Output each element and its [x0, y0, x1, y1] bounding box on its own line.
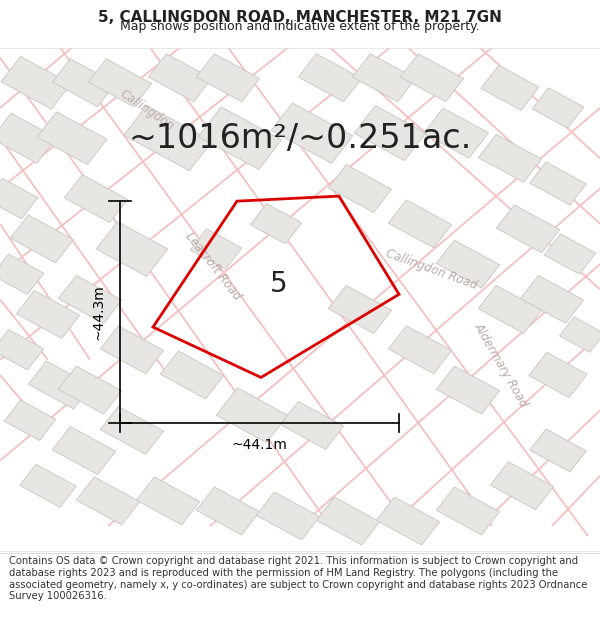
Polygon shape: [352, 54, 416, 102]
Polygon shape: [436, 240, 500, 288]
Polygon shape: [16, 291, 80, 339]
Polygon shape: [560, 317, 600, 352]
Polygon shape: [196, 54, 260, 102]
Polygon shape: [124, 106, 212, 171]
Text: Leacroft Road: Leacroft Road: [182, 230, 244, 303]
Polygon shape: [544, 234, 596, 274]
Polygon shape: [196, 487, 260, 535]
Polygon shape: [96, 221, 168, 276]
Polygon shape: [250, 204, 302, 244]
Polygon shape: [52, 59, 116, 107]
Polygon shape: [88, 59, 152, 107]
Polygon shape: [424, 108, 488, 158]
Polygon shape: [0, 113, 56, 163]
Polygon shape: [148, 54, 212, 102]
Polygon shape: [400, 54, 464, 102]
Polygon shape: [436, 487, 500, 535]
Polygon shape: [496, 205, 560, 253]
Polygon shape: [216, 388, 288, 442]
Polygon shape: [0, 179, 38, 219]
Polygon shape: [199, 107, 281, 169]
Polygon shape: [529, 352, 587, 398]
Polygon shape: [271, 103, 353, 163]
Text: Callingdon: Callingdon: [118, 88, 176, 133]
Text: Map shows position and indicative extent of the property.: Map shows position and indicative extent…: [120, 20, 480, 33]
Polygon shape: [530, 429, 586, 472]
Polygon shape: [1, 56, 71, 109]
Text: Aldermary Road: Aldermary Road: [472, 321, 530, 409]
Polygon shape: [436, 366, 500, 414]
Polygon shape: [4, 400, 56, 441]
Polygon shape: [530, 162, 586, 205]
Polygon shape: [532, 88, 584, 128]
Polygon shape: [328, 286, 392, 333]
Polygon shape: [10, 215, 74, 263]
Polygon shape: [316, 497, 380, 545]
Polygon shape: [0, 254, 44, 294]
Polygon shape: [52, 426, 116, 474]
Polygon shape: [0, 329, 44, 370]
Polygon shape: [388, 200, 452, 248]
Polygon shape: [478, 134, 542, 182]
Polygon shape: [520, 276, 584, 323]
Text: 5, CALLINGDON ROAD, MANCHESTER, M21 7GN: 5, CALLINGDON ROAD, MANCHESTER, M21 7GN: [98, 11, 502, 26]
Polygon shape: [76, 477, 140, 525]
Text: 5: 5: [270, 270, 288, 298]
Polygon shape: [20, 464, 76, 508]
Polygon shape: [388, 326, 452, 374]
Polygon shape: [160, 351, 224, 399]
Polygon shape: [481, 65, 539, 111]
Polygon shape: [37, 112, 107, 164]
Polygon shape: [376, 497, 440, 545]
Polygon shape: [100, 326, 164, 374]
Polygon shape: [190, 229, 242, 269]
Polygon shape: [100, 406, 164, 454]
Polygon shape: [136, 477, 200, 525]
Text: ~44.1m: ~44.1m: [232, 438, 287, 452]
Polygon shape: [28, 361, 92, 409]
Text: Contains OS data © Crown copyright and database right 2021. This information is : Contains OS data © Crown copyright and d…: [9, 556, 587, 601]
Polygon shape: [64, 174, 128, 222]
Polygon shape: [478, 286, 542, 333]
Polygon shape: [354, 106, 426, 161]
Polygon shape: [58, 366, 122, 414]
Polygon shape: [328, 164, 392, 212]
Polygon shape: [298, 54, 362, 102]
Text: ~1016m²/~0.251ac.: ~1016m²/~0.251ac.: [128, 122, 472, 154]
Polygon shape: [490, 462, 554, 510]
Text: ~44.3m: ~44.3m: [91, 284, 105, 340]
Polygon shape: [256, 492, 320, 540]
Polygon shape: [280, 401, 344, 449]
Text: Callingdon Road: Callingdon Road: [385, 246, 479, 292]
Polygon shape: [58, 276, 122, 323]
